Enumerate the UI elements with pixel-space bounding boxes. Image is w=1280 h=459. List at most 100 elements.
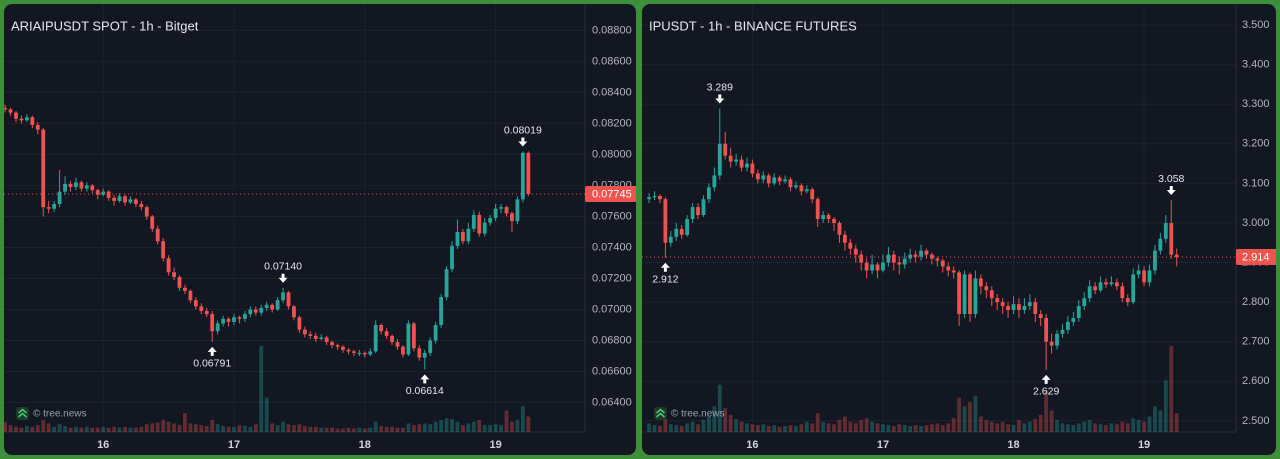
volume-bar <box>1136 419 1141 432</box>
annotation-arrow <box>1166 185 1176 195</box>
candle-body <box>504 207 509 214</box>
candle-body <box>46 207 51 209</box>
y-tick-label: 0.08600 <box>592 55 632 67</box>
volume-bar <box>74 426 78 432</box>
candle-body <box>674 228 679 237</box>
candle-body <box>815 199 820 219</box>
candle-body <box>242 314 247 319</box>
annotation-arrow <box>660 262 670 272</box>
candle-body <box>526 152 531 194</box>
volume-bar <box>1120 421 1125 432</box>
candle-body <box>428 340 433 353</box>
candle-body <box>226 318 231 322</box>
volume-bar <box>1169 346 1174 432</box>
volume-bar <box>128 427 133 432</box>
candle-body <box>1000 302 1005 307</box>
candle-body <box>1066 321 1070 330</box>
candle-body <box>745 163 749 168</box>
annotation-label: 0.06791 <box>193 358 231 370</box>
y-tick-label: 3.400 <box>1242 58 1270 70</box>
volume-bar <box>35 425 40 432</box>
volume-bar <box>172 423 176 432</box>
y-tick-label: 0.08200 <box>592 117 632 129</box>
volume-bar <box>308 426 313 432</box>
volume-bar <box>668 424 673 432</box>
candle-body <box>155 228 160 242</box>
volume-bar <box>891 425 896 432</box>
candle-body <box>995 298 1000 303</box>
candle-body <box>853 248 858 255</box>
annotation-label: 2.629 <box>1033 386 1059 398</box>
candle-body <box>150 216 155 229</box>
candle-body <box>461 231 465 242</box>
volume-bar <box>482 425 487 432</box>
candle-body <box>685 218 690 235</box>
candle-body <box>788 179 793 188</box>
candle-body <box>128 199 133 203</box>
volume-bar <box>1082 421 1087 432</box>
volume-bar <box>275 425 280 432</box>
candle-body <box>897 262 902 265</box>
candle-body <box>471 214 476 229</box>
candle-body <box>777 177 782 182</box>
candle-body <box>1017 304 1021 311</box>
volume-bar <box>897 424 902 432</box>
candle-body <box>978 278 983 287</box>
volume-bar <box>177 425 182 432</box>
annotation-arrow <box>715 94 725 104</box>
volume-bar <box>411 425 416 432</box>
y-tick-label: 2.800 <box>1242 296 1270 308</box>
volume-bar <box>690 421 695 432</box>
candle-body <box>1011 304 1016 311</box>
candle-body <box>984 286 989 291</box>
volume-bar <box>204 425 209 432</box>
candle-body <box>848 242 853 249</box>
volume-bar <box>417 424 422 432</box>
volume-bar <box>1066 424 1070 432</box>
y-tick-label: 2.700 <box>1242 336 1270 348</box>
volume-bar <box>41 419 46 432</box>
volume-bar <box>155 422 160 432</box>
candle-body <box>701 199 706 216</box>
volume-bar <box>1125 423 1130 432</box>
candle-body <box>466 228 471 242</box>
last-price-label: 0.07745 <box>592 188 632 200</box>
volume-bar <box>4 421 7 432</box>
candle-body <box>172 272 176 277</box>
volume-bar <box>46 423 51 432</box>
volume-bar <box>1027 421 1032 432</box>
x-tick-label: 17 <box>228 439 240 451</box>
volume-bar <box>406 423 411 432</box>
volume-bar <box>401 427 405 432</box>
candle-body <box>962 274 967 315</box>
volume-bar <box>1022 423 1027 432</box>
candle-body <box>330 342 335 346</box>
annotation-arrow <box>1041 374 1051 384</box>
volume-bar <box>647 423 651 432</box>
candle-body <box>1158 238 1163 251</box>
candle-body <box>826 215 831 219</box>
candle-body <box>821 215 826 219</box>
candle-body <box>1147 270 1152 283</box>
candle-body <box>1049 341 1054 346</box>
candle-body <box>204 311 209 315</box>
volume-bar <box>1017 419 1021 432</box>
candle-body <box>913 254 918 257</box>
candle-body <box>84 185 89 189</box>
volume-bar <box>810 423 815 432</box>
volume-bar <box>95 427 100 432</box>
volume-bar <box>117 427 122 432</box>
candle-body <box>79 182 84 189</box>
volume-bar <box>1055 419 1059 432</box>
candle-body <box>35 124 40 130</box>
chart-panel: 0.08800 0.08600 0.08400 0.08200 0.08000 0.078… <box>4 4 636 455</box>
last-price-box <box>585 185 636 202</box>
volume-bar <box>837 419 842 432</box>
candle-body <box>515 199 520 222</box>
volume-bar <box>281 421 285 432</box>
candle-body <box>357 352 362 354</box>
candle-body <box>712 175 717 188</box>
candle-body <box>101 191 106 195</box>
candle-body <box>935 258 940 261</box>
volume-bar <box>815 413 820 432</box>
